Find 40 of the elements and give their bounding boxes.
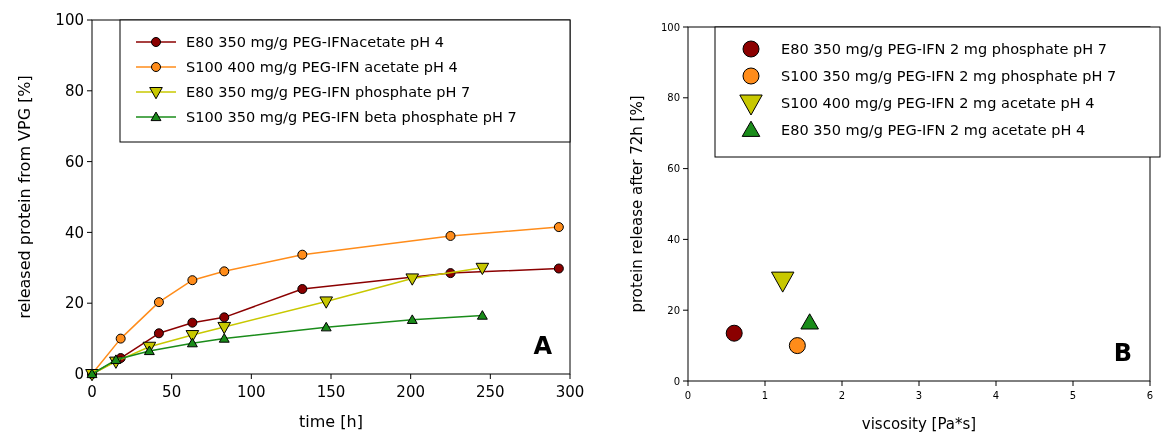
annotation: A [533,332,553,360]
x-tick-label: 1 [761,390,769,401]
x-tick-label: 50 [162,383,182,401]
y-tick-label: 0 [673,375,680,387]
x-tick-label: 100 [237,383,266,401]
x-tick-label: 2 [838,390,846,401]
x-tick-label: 250 [476,383,505,401]
y-tick-label: 60 [64,152,84,171]
annotation: B [1113,339,1132,367]
x-tick-label: 3 [915,390,923,401]
x-tick-label: 150 [316,383,346,401]
x-tick-label: 200 [396,383,425,401]
y-axis-title: released protein from VPG [%] [15,75,34,319]
legend-label: S100 350 mg/g PEG-IFN 2 mg phosphate pH 7 [781,68,1117,85]
x-tick-label: 5 [1069,390,1077,401]
legend-label: S100 400 mg/g PEG-IFN 2 mg acetate pH 4 [781,95,1095,112]
legend-label: E80 350 mg/g PEG-IFNacetate pH 4 [186,34,444,51]
y-tick-label: 80 [64,82,84,101]
y-tick-label: 40 [667,233,680,245]
legend-label: E80 350 mg/g PEG-IFN 2 mg acetate pH 4 [781,122,1086,139]
x-axis-title: viscosity [Pa*s] [861,415,977,433]
x-tick-label: 0 [87,383,97,401]
y-tick-label: 0 [74,365,84,384]
y-tick-label: 40 [64,223,84,242]
y-tick-label: 100 [55,11,84,30]
legend-label: S100 400 mg/g PEG-IFN acetate pH 4 [186,59,458,76]
y-tick-label: 80 [667,92,680,104]
y-tick-label: 100 [660,21,680,33]
y-tick-label: 60 [667,163,680,175]
legend-label: E80 350 mg/g PEG-IFN phosphate pH 7 [186,84,471,101]
x-axis-title: time [h] [299,412,363,431]
legend-label: E80 350 mg/g PEG-IFN 2 mg phosphate pH 7 [781,41,1108,58]
x-tick-label: 4 [992,390,1000,401]
x-tick-label: 6 [1146,390,1154,401]
y-tick-label: 20 [64,294,84,313]
x-tick-label: 0 [684,390,692,401]
y-axis-title: protein release after 72h [%] [628,95,646,313]
y-tick-label: 20 [667,304,680,316]
legend-label: S100 350 mg/g PEG-IFN beta phosphate pH 7 [186,109,517,126]
x-tick-label: 300 [555,383,585,401]
